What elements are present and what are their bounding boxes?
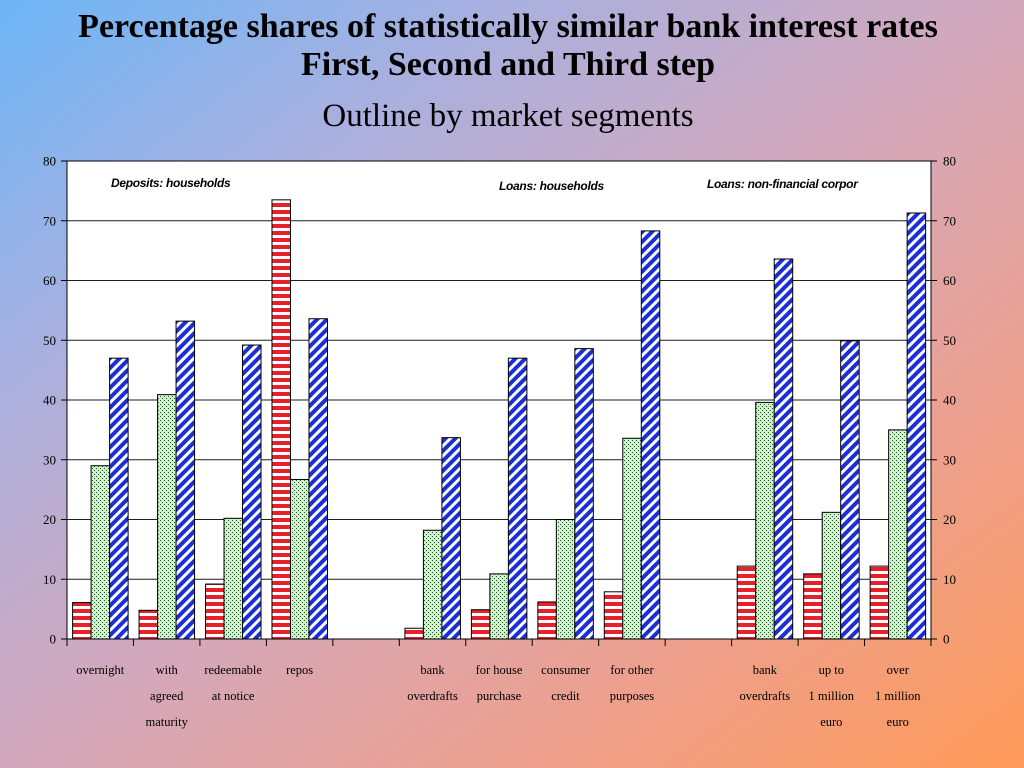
x-category-label: purposes (610, 689, 655, 703)
bars-group (72, 199, 927, 640)
x-category-label: with (156, 663, 179, 677)
bar-series-1-category-12 (803, 573, 823, 640)
chart-title-line-2: First, Second and Third step (300, 46, 716, 83)
x-category-label: overnight (76, 663, 124, 677)
bar-series-2-category-9 (622, 437, 642, 640)
y-tick-label-left: 0 (50, 632, 57, 647)
x-category-label: purchase (477, 689, 522, 703)
x-category-label: consumer (541, 663, 590, 677)
bar-series-2-category-3 (223, 517, 244, 640)
bar-series-1-category-3 (205, 583, 225, 640)
bar-series-3-category-8 (574, 348, 594, 640)
bar-series-3-category-12 (840, 340, 860, 640)
y-tick-label-right: 50 (943, 333, 956, 348)
bar-series-1-category-11 (736, 565, 757, 640)
bar-series-2-category-11 (755, 401, 775, 640)
y-tick-label-left: 10 (43, 572, 56, 587)
bar-series-1-category-1 (72, 602, 92, 640)
y-tick-label-left: 80 (43, 154, 56, 169)
x-category-label: repos (286, 663, 313, 677)
chart-subtitle: Outline by market segments (322, 98, 694, 134)
x-category-label: maturity (146, 715, 189, 729)
bar-series-1-category-2 (138, 609, 159, 640)
bar-series-3-category-4 (308, 318, 328, 640)
axes-group: 0 0 10 10 20 20 30 30 40 40 50 50 60 60 70 70 80 80 (43, 154, 956, 647)
x-category-label: overdrafts (407, 689, 458, 703)
bar-series-1-category-9 (603, 591, 624, 640)
x-category-label: bank (420, 663, 445, 677)
x-category-label: euro (887, 715, 909, 729)
bar-series-1-category-13 (869, 565, 890, 640)
x-category-label: 1 million (809, 689, 855, 703)
bar-series-3-category-3 (242, 344, 262, 640)
x-category-label: bank (753, 663, 778, 677)
bar-series-2-category-4 (289, 478, 310, 640)
bar-series-1-category-7 (470, 609, 491, 640)
x-category-label: over (887, 663, 910, 677)
y-tick-label-left: 50 (43, 333, 56, 348)
x-category-label: for other (610, 663, 654, 677)
x-category-label: for house (476, 663, 523, 677)
y-tick-label-right: 60 (943, 273, 956, 288)
bar-series-2-category-1 (90, 465, 111, 640)
bar-series-2-category-7 (489, 573, 509, 640)
bar-series-1-category-4 (271, 199, 291, 640)
y-tick-label-left: 30 (43, 452, 56, 467)
y-tick-label-left: 40 (43, 393, 56, 408)
bar-series-2-category-8 (555, 519, 576, 640)
segment-label: Deposits: households (111, 176, 231, 190)
bar-series-3-category-6 (441, 437, 461, 640)
x-category-label: redeemable (204, 663, 262, 677)
bar-series-3-category-7 (507, 357, 528, 640)
y-tick-label-right: 80 (943, 154, 956, 169)
bar-series-3-category-2 (175, 320, 196, 640)
bar-series-2-category-12 (821, 511, 842, 640)
bar-series-2-category-6 (422, 529, 443, 640)
x-category-label: 1 million (875, 689, 921, 703)
x-category-label: euro (820, 715, 842, 729)
segment-label: Loans: households (499, 179, 605, 193)
y-tick-label-left: 70 (43, 213, 56, 228)
y-tick-label-right: 40 (943, 393, 956, 408)
segment-label: Loans: non-financial corpor (707, 177, 859, 191)
bar-series-3-category-13 (906, 212, 927, 640)
x-category-label: overdrafts (740, 689, 791, 703)
bar-series-1-category-8 (537, 601, 557, 640)
y-tick-label-right: 30 (943, 452, 956, 467)
x-category-label: agreed (150, 689, 184, 703)
y-tick-label-right: 0 (943, 632, 950, 647)
chart-title: Percentage shares of statistically simil… (0, 8, 1016, 84)
y-tick-label-right: 70 (943, 213, 956, 228)
bar-series-1-category-6 (404, 627, 424, 640)
x-category-label: at notice (212, 689, 255, 703)
bar-series-2-category-13 (888, 429, 908, 640)
y-tick-label-left: 60 (43, 273, 56, 288)
bar-series-3-category-1 (109, 357, 129, 640)
y-tick-label-right: 20 (943, 512, 956, 527)
chart-title-line-1: Percentage shares of statistically simil… (78, 8, 938, 45)
labels-group: overnight with agreed maturity redeemable at … (76, 176, 921, 729)
bar-series-3-category-9 (640, 230, 661, 640)
y-tick-label-right: 10 (943, 572, 956, 587)
x-category-label: up to (819, 663, 844, 677)
y-tick-label-left: 20 (43, 512, 56, 527)
x-category-label: credit (551, 689, 580, 703)
bar-series-2-category-2 (157, 394, 177, 640)
bar-series-3-category-11 (773, 258, 794, 640)
